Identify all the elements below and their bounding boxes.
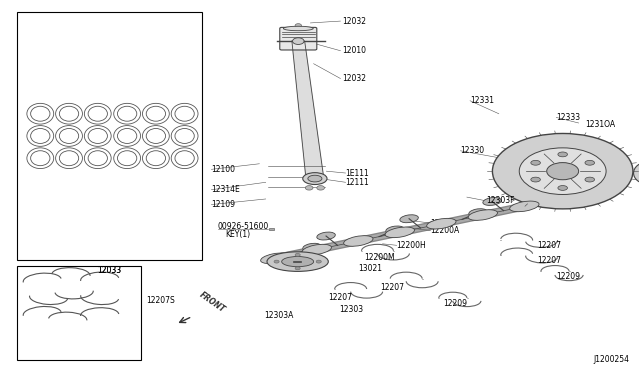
Ellipse shape (531, 177, 540, 182)
Ellipse shape (260, 253, 290, 264)
Circle shape (295, 24, 301, 28)
Ellipse shape (558, 186, 568, 190)
Bar (17, 12, 202, 260)
Ellipse shape (386, 226, 404, 234)
Ellipse shape (317, 232, 335, 240)
Ellipse shape (519, 148, 606, 195)
Text: 12333: 12333 (556, 113, 580, 122)
Circle shape (305, 186, 313, 190)
Circle shape (316, 260, 321, 263)
Text: 12207: 12207 (537, 241, 561, 250)
Polygon shape (292, 41, 324, 179)
Text: 12200H: 12200H (397, 241, 426, 250)
Text: 12303: 12303 (339, 305, 364, 314)
Ellipse shape (308, 175, 322, 182)
Ellipse shape (468, 210, 497, 220)
Text: 12330: 12330 (461, 146, 484, 155)
Circle shape (292, 38, 304, 45)
Text: 1E111: 1E111 (346, 169, 369, 177)
Ellipse shape (634, 162, 640, 184)
Ellipse shape (509, 201, 539, 212)
Text: 12207: 12207 (328, 294, 352, 302)
Text: 12032: 12032 (342, 17, 366, 26)
Text: 12303F: 12303F (486, 196, 515, 205)
Text: 12100: 12100 (211, 165, 236, 174)
Text: 12033: 12033 (97, 266, 122, 275)
Ellipse shape (585, 177, 595, 182)
Text: 12200M: 12200M (365, 253, 396, 262)
Ellipse shape (284, 26, 313, 31)
Circle shape (317, 186, 324, 190)
Ellipse shape (282, 257, 314, 267)
Ellipse shape (302, 244, 332, 255)
Text: 12314E: 12314E (211, 185, 240, 194)
Ellipse shape (547, 163, 579, 180)
Text: 12032: 12032 (342, 74, 366, 83)
Text: 12331: 12331 (470, 96, 494, 105)
Text: J1200254: J1200254 (594, 355, 630, 364)
Text: 12207: 12207 (537, 256, 561, 264)
Text: 12207: 12207 (381, 283, 404, 292)
Text: FRONT: FRONT (197, 291, 227, 315)
Ellipse shape (531, 160, 540, 165)
Text: 1231OA: 1231OA (585, 121, 615, 129)
Circle shape (274, 260, 279, 263)
Ellipse shape (483, 198, 501, 205)
Ellipse shape (427, 218, 456, 229)
Text: 12209: 12209 (444, 299, 467, 308)
Text: 12010: 12010 (342, 46, 366, 55)
Circle shape (295, 267, 300, 270)
Text: 12200A: 12200A (431, 226, 460, 235)
FancyBboxPatch shape (280, 28, 317, 50)
Text: 12109: 12109 (211, 200, 236, 209)
Ellipse shape (267, 252, 328, 272)
Ellipse shape (468, 209, 487, 217)
Text: 00926-51600: 00926-51600 (218, 222, 269, 231)
Ellipse shape (585, 160, 595, 165)
Ellipse shape (303, 243, 321, 251)
Ellipse shape (344, 236, 373, 246)
Text: 12111: 12111 (346, 178, 369, 187)
Ellipse shape (303, 173, 327, 185)
Circle shape (295, 253, 300, 256)
Text: 12200: 12200 (431, 219, 454, 228)
Text: 12207S: 12207S (147, 296, 175, 305)
Text: 13021: 13021 (358, 264, 382, 273)
Bar (269, 228, 274, 230)
Ellipse shape (558, 152, 568, 157)
Ellipse shape (385, 227, 415, 238)
Ellipse shape (492, 134, 633, 209)
Text: 12303A: 12303A (264, 311, 294, 320)
Text: 12033: 12033 (97, 266, 122, 275)
Bar (17, 266, 141, 360)
Text: 12209: 12209 (556, 272, 580, 281)
Text: KEY(1): KEY(1) (225, 230, 251, 239)
Ellipse shape (400, 215, 419, 223)
